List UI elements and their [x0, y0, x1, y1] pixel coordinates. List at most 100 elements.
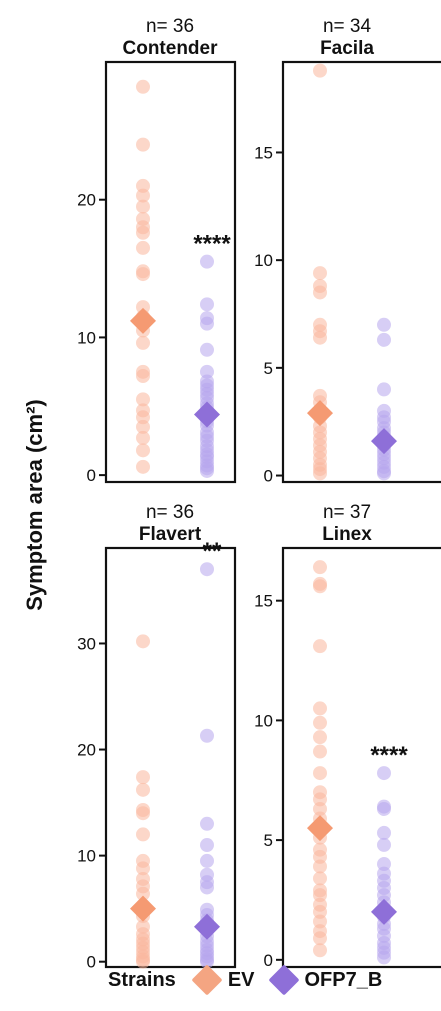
- significance-stars: **: [203, 538, 222, 565]
- ofp7-b-point: [200, 880, 214, 895]
- ev-point: [136, 634, 150, 649]
- ev-point: [136, 827, 150, 842]
- ev-point: [313, 266, 327, 281]
- ev-point: [313, 639, 327, 654]
- y-axis-label: Symptom area (cm²): [22, 399, 47, 611]
- ev-point: [136, 886, 150, 901]
- ofp7-b-mean-diamond: [194, 401, 220, 428]
- y-tick-label: 5: [264, 831, 273, 850]
- ev-point: [313, 931, 327, 946]
- ev-point: [136, 79, 150, 94]
- ofp7-b-point: [200, 463, 214, 478]
- ev-point: [136, 459, 150, 474]
- ev-point: [136, 806, 150, 821]
- ofp7-b-point: [377, 825, 391, 840]
- ev-point: [136, 392, 150, 407]
- ev-point: [136, 199, 150, 214]
- panel-n-label: n= 36: [146, 16, 194, 37]
- ofp7-b-mean-diamond: [371, 898, 397, 925]
- ev-point: [313, 579, 327, 594]
- y-tick-label: 20: [77, 741, 96, 760]
- ev-point: [136, 188, 150, 203]
- ofp7-b-point: [200, 838, 214, 853]
- ev-point: [136, 861, 150, 876]
- ofp7-b-point: [200, 562, 214, 577]
- ev-point: [313, 730, 327, 745]
- ofp7-b-point: [200, 816, 214, 831]
- ev-point: [313, 560, 327, 575]
- ev-mean-diamond: [307, 400, 333, 427]
- ofp7-b-point: [200, 364, 214, 379]
- significance-stars: ****: [370, 742, 408, 769]
- ev-point: [136, 137, 150, 152]
- ev-mean-diamond: [307, 815, 333, 842]
- ev-point: [313, 715, 327, 730]
- ev-point: [313, 801, 327, 816]
- ofp7-b-mean-diamond: [194, 913, 220, 940]
- ev-point: [313, 466, 327, 481]
- y-tick-label: 0: [264, 951, 273, 970]
- ev-point: [313, 792, 327, 807]
- ofp7-b-point: [377, 332, 391, 347]
- panel-frame: [281, 60, 441, 484]
- ofp7-b-point: [377, 466, 391, 481]
- ofp7-b-point: [200, 316, 214, 331]
- ev-mean-diamond: [130, 895, 156, 922]
- y-tick-label: 10: [77, 847, 96, 866]
- ofp7-b-point: [377, 950, 391, 965]
- ev-point: [313, 849, 327, 864]
- y-tick-label: 20: [77, 191, 96, 210]
- ofp7-b-point: [200, 342, 214, 357]
- ofp7-b-point: [377, 857, 391, 872]
- panel-n-label: n= 34: [323, 16, 372, 37]
- ev-point: [136, 178, 150, 193]
- ev-point: [136, 782, 150, 797]
- ev-point: [313, 904, 327, 919]
- legend-title: Strains: [108, 968, 176, 991]
- ofp7-b-point: [200, 254, 214, 269]
- legend-ofp-diamond-icon: [267, 964, 300, 996]
- ev-point: [136, 368, 150, 383]
- y-tick-label: 0: [87, 953, 96, 972]
- legend-ev-label: EV: [227, 968, 255, 991]
- ev-point: [313, 943, 327, 958]
- significance-stars: ****: [193, 231, 231, 258]
- legend-ofp-label: OFP7_B: [304, 968, 383, 991]
- ev-point: [136, 410, 150, 425]
- panel-title: Facila: [320, 38, 374, 59]
- legend-ev-diamond-icon: [191, 964, 223, 996]
- panel-title: Flavert: [139, 524, 202, 545]
- y-tick-label: 0: [264, 467, 273, 486]
- ev-point: [136, 770, 150, 785]
- ev-point: [313, 330, 327, 345]
- y-tick-label: 10: [254, 251, 273, 270]
- legend: Strains EV OFP7_B: [108, 960, 441, 1000]
- panel-frame: [281, 546, 441, 969]
- panel-title: Contender: [123, 38, 219, 59]
- y-tick-label: 5: [264, 359, 273, 378]
- ev-mean-diamond: [130, 307, 156, 334]
- y-tick-label: 10: [77, 328, 96, 347]
- ev-point: [136, 240, 150, 255]
- ofp7-b-point: [200, 954, 214, 969]
- ev-point: [313, 766, 327, 781]
- ofp7-b-point: [200, 297, 214, 312]
- ev-point: [136, 267, 150, 282]
- ev-point: [313, 859, 327, 874]
- ev-point: [313, 871, 327, 886]
- ofp7-b-point: [377, 317, 391, 332]
- panel-title: Linex: [322, 524, 372, 545]
- ofp7-b-point: [377, 382, 391, 397]
- ofp7-b-point: [377, 837, 391, 852]
- panel-frame: [104, 60, 237, 484]
- ev-point: [313, 701, 327, 716]
- y-tick-label: 15: [254, 592, 273, 611]
- ev-point: [313, 914, 327, 929]
- ev-point: [136, 419, 150, 434]
- y-tick-label: 15: [254, 143, 273, 162]
